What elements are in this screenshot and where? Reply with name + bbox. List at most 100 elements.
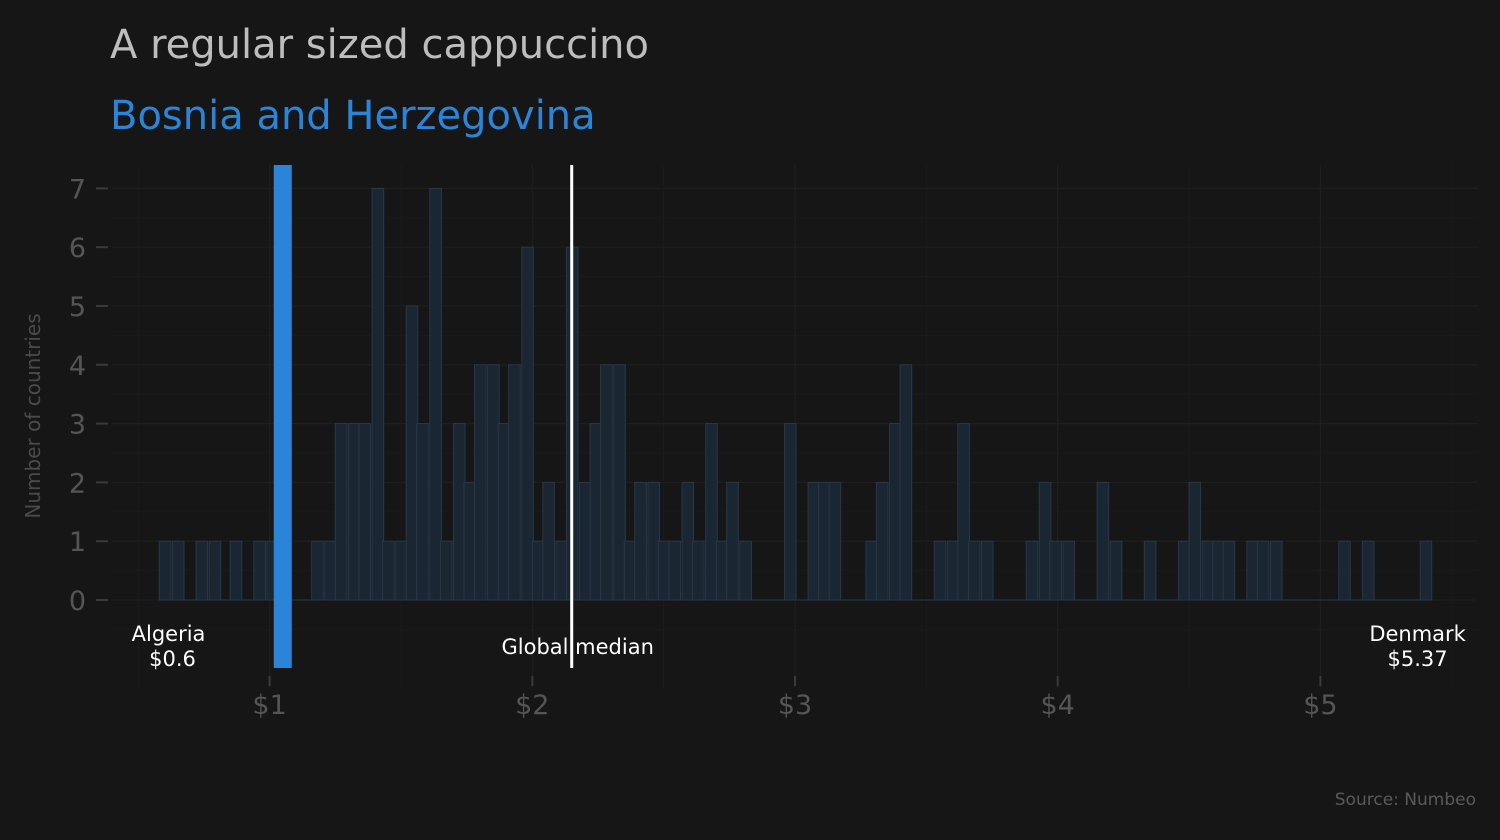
y-tick-label: 4 [69,351,86,382]
min-value-label: $0.6 [149,647,196,671]
y-tick-label: 3 [69,410,86,441]
histogram-bar [542,481,555,601]
histogram-bar [347,423,361,601]
histogram-bar [253,540,266,601]
min-country-label: Algeria [132,622,206,646]
histogram-bar [957,423,970,601]
histogram-bar [981,540,994,601]
histogram-bar [171,540,185,601]
histogram-bar [579,481,592,601]
histogram-bar [453,423,466,601]
histogram-bar [589,423,603,601]
histogram-bar [668,540,681,601]
histogram-bar [933,540,947,601]
histogram-bar [1269,540,1283,601]
histogram-bar [229,540,243,601]
histogram-bar [521,246,534,601]
histogram-bar [474,364,487,601]
histogram-bar [405,305,419,601]
median-label: Global median [502,635,654,659]
histogram-bar [487,364,500,601]
histogram-bar [613,364,626,601]
histogram-bar [1256,540,1270,601]
histogram-bar [1201,540,1215,601]
x-tick-label: $2 [515,690,549,721]
histogram-bar [715,540,729,601]
histogram-bar [416,423,429,601]
histogram-bar [1049,540,1062,601]
histogram-bar [739,540,752,601]
histogram-bar [1062,540,1076,601]
histogram-bar [623,540,637,601]
histogram-bar [681,481,695,601]
histogram-bar [1178,540,1191,601]
y-tick-label: 0 [69,586,86,617]
max-value-label: $5.37 [1388,647,1448,671]
histogram-bar [600,364,613,601]
histogram-bar [1246,540,1259,601]
histogram-bar [946,540,960,601]
y-tick-label: 7 [69,174,86,205]
max-country-label: Denmark [1369,622,1466,646]
histogram-bar [508,364,521,601]
histogram-bar [1188,481,1202,601]
y-tick-label: 1 [69,527,86,558]
y-tick-label: 5 [69,292,86,323]
annotations: Algeria$0.6 Denmark$5.37 Global median [132,622,1467,671]
histogram-bar [1096,481,1110,601]
histogram-bar [382,540,395,601]
histogram-bar [358,423,371,601]
histogram-bar [429,187,442,601]
histogram-bar [783,423,797,601]
y-axis-label: Number of countries [21,313,45,518]
histogram-bar [531,540,545,601]
ticks: 0 1 2 3 4 5 6 7 $1 $2 $3 $4 $5 [69,174,1338,721]
histogram-bar [647,481,660,601]
histogram-bar [1025,540,1039,601]
histogram-bar [555,540,569,601]
histogram-bar [195,540,209,601]
y-tick-label: 2 [69,468,86,499]
highlight-bar [273,165,292,668]
chart-subtitle: Bosnia and Herzegovina [110,93,596,139]
histogram-bar [439,540,453,601]
histogram-bar [899,364,913,601]
histogram-bar [692,540,705,601]
histogram-bar [334,423,348,601]
x-tick-label: $1 [252,690,286,721]
histogram-bar [657,540,671,601]
histogram-bar [1338,540,1351,601]
histogram-bar [208,540,222,601]
histogram-bar [324,540,337,601]
x-tick-label: $5 [1303,690,1337,721]
histogram-bar [1143,540,1157,601]
histogram-bar [726,481,739,601]
x-tick-label: $3 [778,690,812,721]
y-tick-label: 6 [69,233,86,264]
histogram-bar [497,423,511,601]
histogram-bar [371,187,385,601]
histogram-bar [1419,540,1433,601]
histogram-bar [818,481,831,601]
histogram-bar [875,481,889,601]
source-note: Source: Numbeo [1335,790,1476,810]
histogram-bar [463,481,477,601]
histogram-bar [1109,540,1123,601]
histogram-bar [395,540,408,601]
x-tick-label: $4 [1041,690,1075,721]
histogram-bar [311,540,324,601]
histogram-bar [158,540,172,601]
histogram-bar [634,481,647,601]
histogram-bar [807,481,821,601]
histogram-bar [889,423,902,601]
histogram-bar [705,423,718,601]
bars [158,165,1433,668]
histogram-bar [828,481,842,601]
histogram-bar [1038,481,1052,601]
histogram-bar [1212,540,1225,601]
histogram-bar [1222,540,1236,601]
histogram-bar [967,540,981,601]
histogram-bar [865,540,878,601]
histogram-bar [1361,540,1375,601]
